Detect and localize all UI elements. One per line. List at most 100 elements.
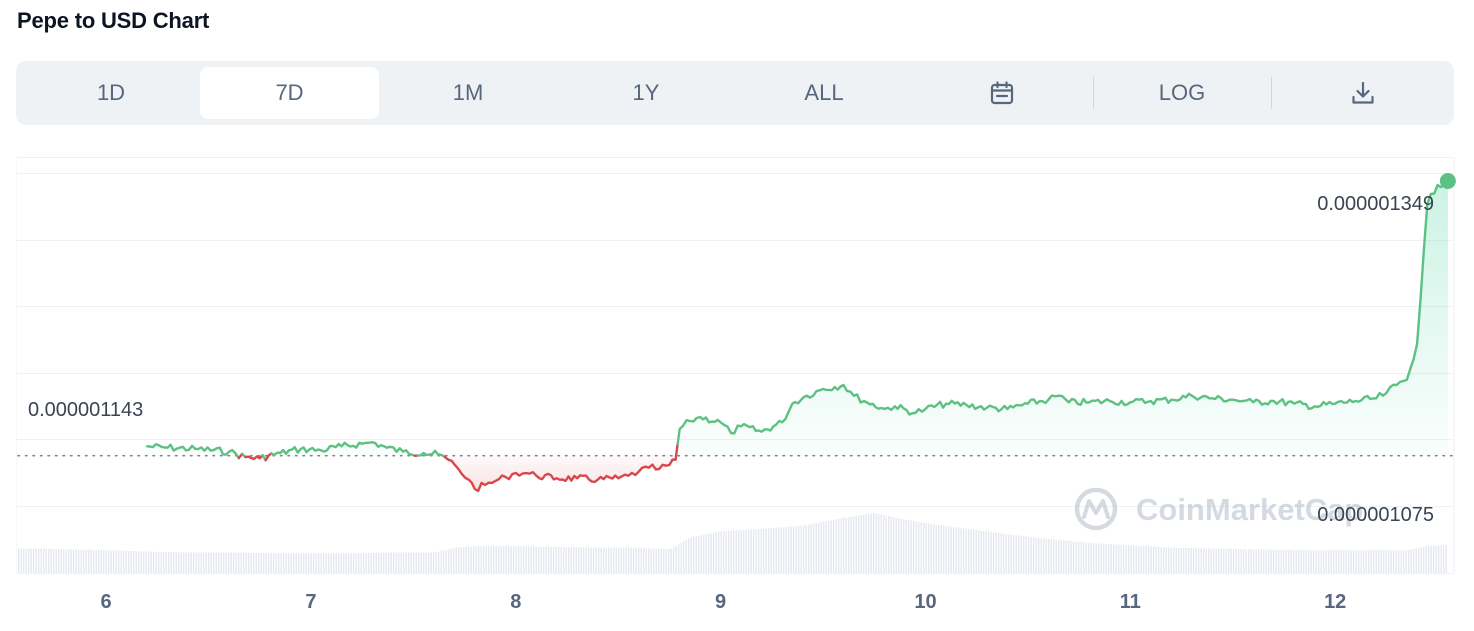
volume-bar <box>1436 546 1437 574</box>
volume-bar <box>61 549 62 573</box>
range-7d-button[interactable]: 7D <box>200 67 379 119</box>
volume-bar <box>1226 549 1227 573</box>
volume-bar <box>268 553 269 573</box>
range-1y-button[interactable]: 1Y <box>557 67 735 119</box>
volume-bar <box>98 550 99 573</box>
volume-bar <box>1128 545 1129 573</box>
volume-bar <box>48 549 49 573</box>
volume-bar <box>53 549 54 573</box>
last-price-dot[interactable] <box>1440 173 1456 189</box>
volume-bar <box>138 551 139 573</box>
volume-bar <box>1181 548 1182 573</box>
volume-bar <box>796 526 797 573</box>
volume-bar <box>628 548 629 573</box>
volume-bar <box>1156 547 1157 573</box>
volume-bar <box>958 528 959 573</box>
volume-bar <box>556 547 557 573</box>
volume-bar <box>1313 550 1314 573</box>
volume-bar <box>508 546 509 573</box>
volume-bar <box>128 551 129 573</box>
volume-bar <box>756 529 757 573</box>
volume-bar <box>598 548 599 573</box>
volume-bar <box>661 549 662 573</box>
volume-bar <box>26 549 27 573</box>
volume-bar <box>988 532 989 573</box>
volume-bar <box>426 553 427 574</box>
volume-bar <box>1426 547 1427 574</box>
volume-bar <box>1053 540 1054 574</box>
range-all-button[interactable]: ALL <box>735 67 913 119</box>
volume-bar <box>703 535 704 573</box>
range-1m-button[interactable]: 1M <box>379 67 557 119</box>
download-button[interactable] <box>1272 67 1454 119</box>
volume-bar <box>1268 550 1269 573</box>
volume-bar <box>718 532 719 573</box>
volume-bar <box>293 553 294 573</box>
volume-bar <box>1201 548 1202 573</box>
volume-bar <box>416 553 417 574</box>
volume-bar <box>973 530 974 573</box>
volume-bar <box>1321 550 1322 573</box>
volume-bar <box>793 526 794 573</box>
volume-bar <box>443 550 444 573</box>
volume-bar <box>358 553 359 573</box>
volume-bar <box>876 513 877 573</box>
volume-bar <box>133 551 134 573</box>
volume-bar <box>298 553 299 573</box>
volume-bar <box>1271 550 1272 573</box>
volume-bar <box>1248 549 1249 573</box>
volume-bar <box>528 546 529 573</box>
volume-bar <box>1091 543 1092 573</box>
volume-bar <box>131 551 132 573</box>
volume-bar <box>956 527 957 573</box>
volume-bar <box>111 550 112 573</box>
volume-bar <box>1363 550 1364 573</box>
volume-bar <box>753 529 754 573</box>
volume-bar <box>633 548 634 573</box>
log-scale-button[interactable]: LOG <box>1093 67 1271 119</box>
range-toolbar: 1D 7D 1M 1Y ALL LOG <box>16 61 1454 125</box>
volume-bar <box>196 553 197 574</box>
volume-bar <box>861 515 862 573</box>
volume-bar <box>801 526 802 573</box>
volume-bar <box>1276 550 1277 573</box>
volume-bar <box>841 518 842 573</box>
volume-bar <box>56 549 57 573</box>
volume-bar <box>1441 545 1442 573</box>
volume-bar <box>603 548 604 573</box>
volume-bar <box>291 553 292 573</box>
volume-bar <box>518 546 519 573</box>
volume-bar <box>1278 550 1279 573</box>
volume-bar <box>343 553 344 573</box>
volume-bar <box>1338 550 1339 573</box>
volume-bar <box>911 521 912 573</box>
calendar-button[interactable] <box>913 67 1091 119</box>
volume-bar <box>271 553 272 573</box>
volume-bar <box>58 549 59 573</box>
volume-bar <box>648 548 649 573</box>
volume-bar <box>798 526 799 573</box>
volume-bar <box>1191 548 1192 573</box>
volume-bar <box>178 552 179 573</box>
low-price-label: 0.000001075 <box>1317 504 1434 526</box>
volume-bar <box>458 548 459 574</box>
volume-bar <box>208 553 209 574</box>
volume-bar <box>1068 541 1069 573</box>
range-1d-button[interactable]: 1D <box>22 67 200 119</box>
volume-bar <box>1166 547 1167 573</box>
volume-bar <box>276 553 277 573</box>
volume-bar <box>833 520 834 573</box>
volume-bar <box>413 553 414 574</box>
volume-bar <box>351 553 352 573</box>
volume-bar <box>1101 544 1102 573</box>
x-tick-label: 7 <box>305 591 316 613</box>
volume-bar <box>1281 550 1282 573</box>
volume-bar <box>578 547 579 573</box>
volume-bar <box>481 546 482 573</box>
volume-bar <box>1423 547 1424 573</box>
volume-bar <box>928 524 929 573</box>
volume-bar <box>971 529 972 573</box>
volume-bar <box>933 524 934 573</box>
volume-bar <box>41 549 42 573</box>
